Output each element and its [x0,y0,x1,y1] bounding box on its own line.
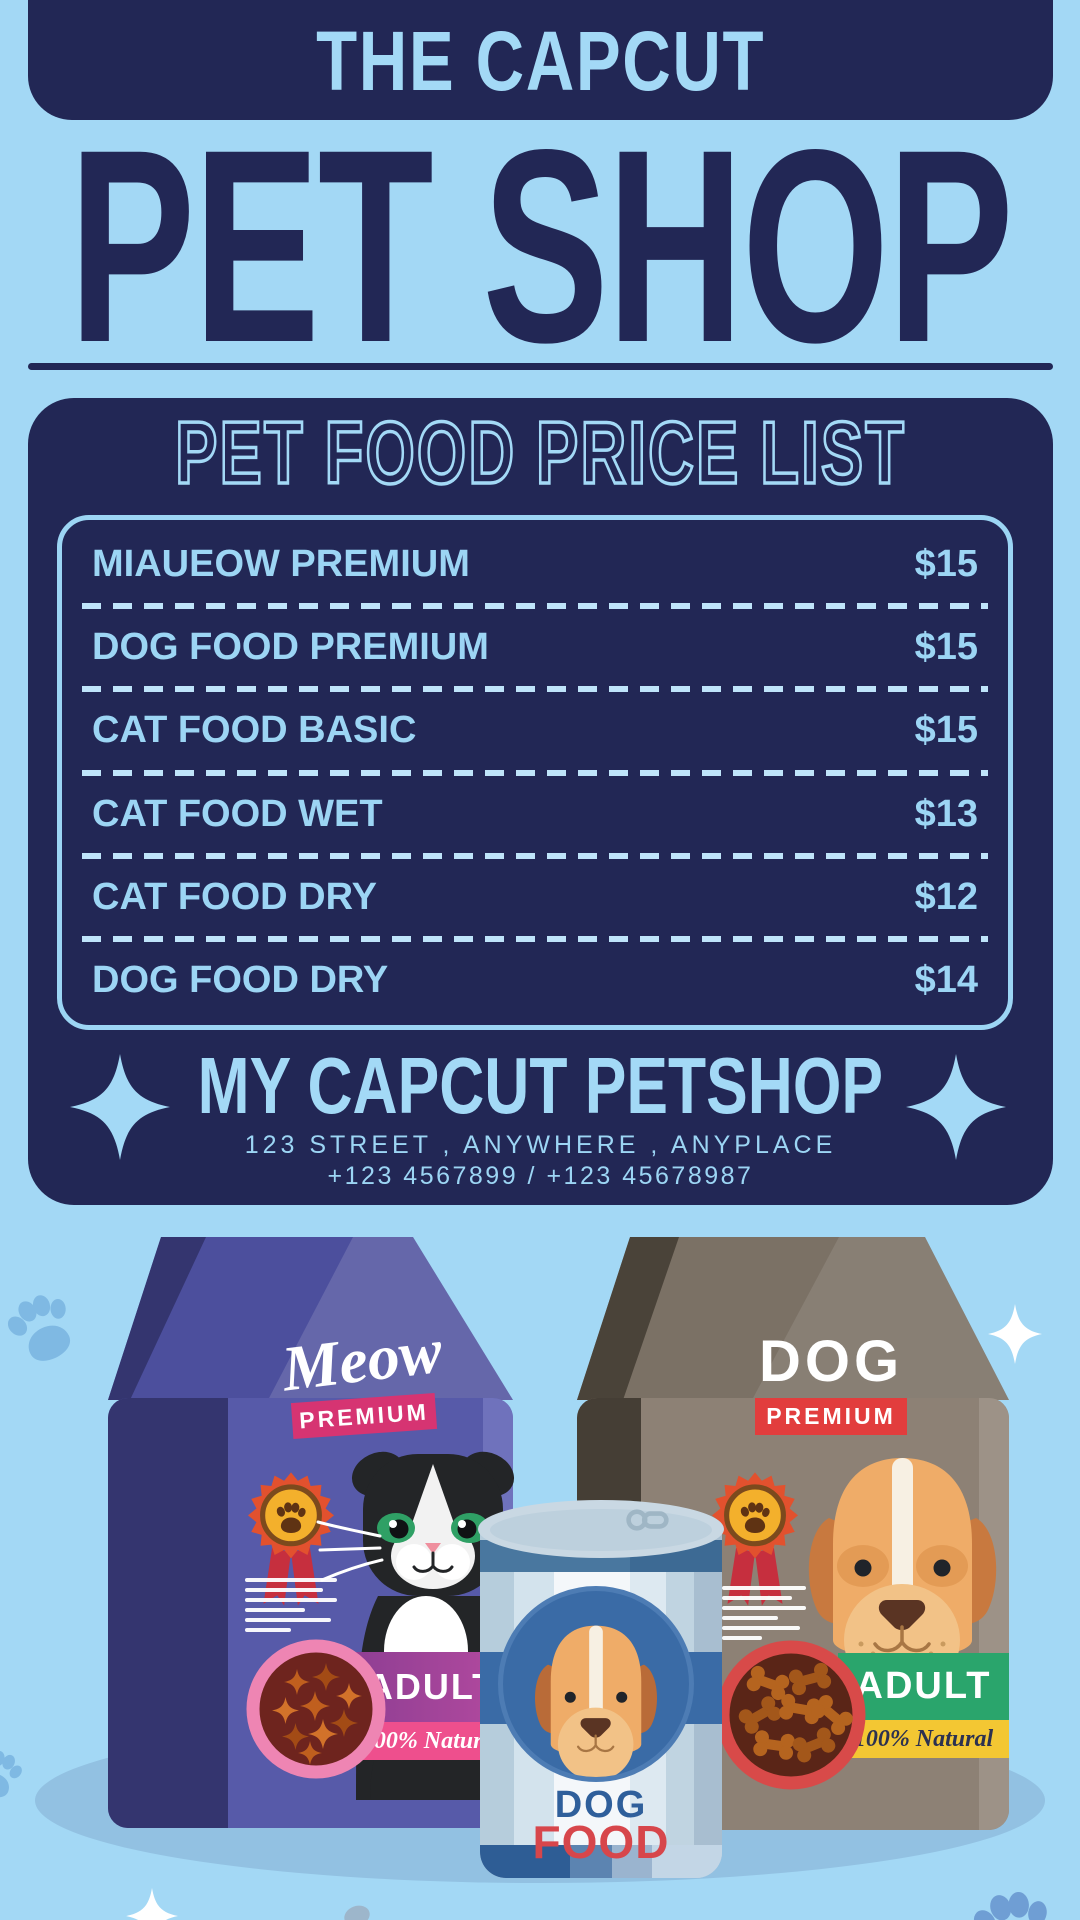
shop-name-wrap: MY CAPCUT PETSHOP [28,1041,1053,1130]
dog-bag-top-fold [577,1237,1009,1400]
item-name: DOG FOOD DRY [92,958,389,1001]
price-row: CAT FOOD DRY $12 [62,859,1008,936]
can-dog-illustration [535,1625,657,1777]
row-separator [82,603,988,610]
dog-kibble-bowl-icon [716,1640,866,1790]
pull-tab-icon [626,1509,669,1531]
price-list-panel: PET FOOD PRICE LIST MIAUEOW PREMIUM $15 … [28,398,1053,1205]
row-separator [82,769,988,776]
dog-bag-age-band: ADULT [838,1653,1009,1720]
price-row: DOG FOOD DRY $14 [62,942,1008,1019]
hero-section: PET SHOP [0,109,1080,384]
cat-kibble-bowl-icon [246,1639,386,1779]
paw-print-icon [0,1744,28,1804]
price-list-heading-wrap: PET FOOD PRICE LIST [28,401,1053,504]
price-row: MIAUEOW PREMIUM $15 [62,526,1008,603]
item-price: $13 [914,792,978,835]
sparkle-icon [988,1304,1042,1364]
row-separator [82,686,988,693]
dog-food-can: DOG FOOD [480,1526,722,1878]
banner-title: THE CAPCUT [315,13,766,108]
item-price: $15 [914,709,978,752]
sparkle-icon [126,1888,178,1920]
price-row: CAT FOOD WET $13 [62,776,1008,853]
paw-print-icon [966,1884,1062,1920]
item-name: DOG FOOD PREMIUM [92,626,489,669]
cat-bag-fine-print [245,1578,337,1638]
shop-phone: +123 4567899 / +123 45678987 [327,1162,754,1190]
top-banner: THE CAPCUT [28,0,1053,120]
can-lid [478,1500,724,1558]
paw-print-icon [0,1284,87,1372]
can-dog-badge [498,1586,694,1782]
dog-bag-tier-band: PREMIUM [755,1398,907,1435]
item-price: $14 [914,958,978,1001]
item-price: $12 [914,875,978,918]
item-name: CAT FOOD WET [92,792,383,835]
page-title: PET SHOP [68,92,1014,400]
can-bottom-band [480,1845,722,1878]
item-name: MIAUEOW PREMIUM [92,543,470,586]
can-title-top: DOG [554,1784,648,1826]
can-title-bottom: FOOD [532,1816,670,1868]
item-price: $15 [914,626,978,669]
item-name: CAT FOOD DRY [92,875,377,918]
cat-bag-shade [108,1398,228,1828]
row-separator [82,935,988,942]
dog-bag-fine-print [722,1586,808,1646]
dog-illustration [808,1458,997,1696]
paw-toe-icon [341,1902,373,1920]
dog-bag-claim-band: 100% Natural [838,1720,1009,1758]
price-list-heading: PET FOOD PRICE LIST [174,401,906,504]
item-price: $15 [914,543,978,586]
shop-name: MY CAPCUT PETSHOP [197,1041,884,1130]
divider-line [28,363,1053,370]
shop-address: 123 STREET , ANYWHERE , ANYPLACE [244,1131,837,1159]
row-separator [82,852,988,859]
price-row: CAT FOOD BASIC $15 [62,692,1008,769]
price-row: DOG FOOD PREMIUM $15 [62,609,1008,686]
item-name: CAT FOOD BASIC [92,709,417,752]
dog-bag-brand: DOG [758,1329,904,1394]
can-lid-inner [490,1509,712,1551]
price-list-box: MIAUEOW PREMIUM $15 DOG FOOD PREMIUM $15… [57,515,1013,1030]
